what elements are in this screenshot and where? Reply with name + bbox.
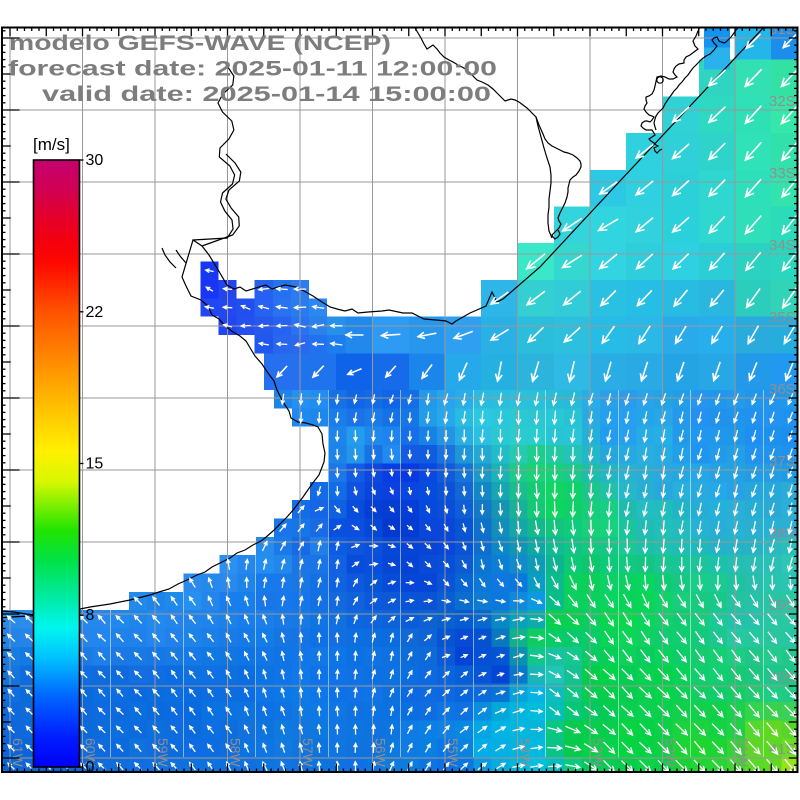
svg-text:valid date: 2025-01-14 15:00:0: valid date: 2025-01-14 15:00:00	[42, 83, 491, 106]
svg-text:forecast date: 2025-01-11 12:0: forecast date: 2025-01-11 12:00:00	[8, 58, 497, 81]
svg-text:31S: 31S	[769, 21, 796, 38]
svg-text:34S: 34S	[769, 237, 796, 254]
svg-text:35S: 35S	[769, 309, 796, 326]
svg-text:54W: 54W	[518, 738, 534, 768]
svg-text:61W: 61W	[10, 738, 26, 768]
svg-text:57W: 57W	[300, 738, 316, 768]
svg-text:38S: 38S	[769, 525, 796, 542]
svg-text:39S: 39S	[769, 597, 796, 614]
svg-text:[m/s]: [m/s]	[33, 135, 70, 154]
svg-text:51W: 51W	[735, 738, 751, 768]
svg-text:52W: 52W	[663, 738, 679, 768]
svg-text:60W: 60W	[83, 738, 99, 768]
svg-text:37S: 37S	[769, 453, 796, 470]
svg-text:32S: 32S	[769, 93, 796, 110]
svg-text:33S: 33S	[769, 165, 796, 182]
svg-text:0: 0	[86, 759, 95, 776]
svg-text:30: 30	[86, 152, 104, 169]
svg-text:53W: 53W	[590, 738, 606, 768]
svg-text:56W: 56W	[373, 738, 389, 768]
svg-text:58W: 58W	[228, 738, 244, 768]
svg-text:15: 15	[86, 456, 104, 473]
svg-text:8: 8	[86, 607, 95, 624]
svg-text:modelo GEFS-WAVE (NCEP): modelo GEFS-WAVE (NCEP)	[9, 32, 391, 55]
svg-text:36S: 36S	[769, 381, 796, 398]
svg-text:22: 22	[86, 304, 104, 321]
svg-text:59W: 59W	[155, 738, 171, 768]
